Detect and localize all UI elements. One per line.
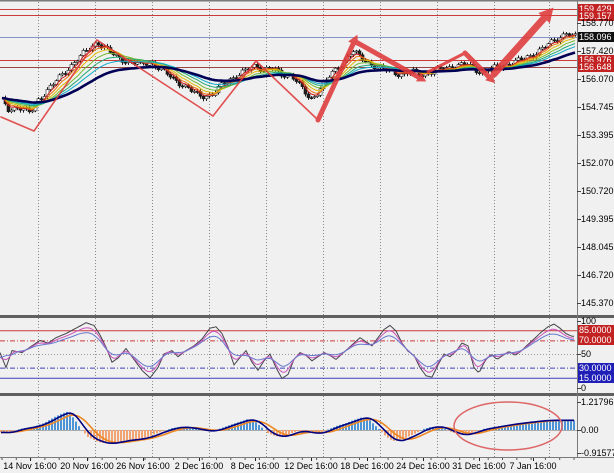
time-label: 20 Nov 16:00: [60, 461, 114, 471]
price-label: 153.395: [581, 130, 614, 140]
panel-separator[interactable]: [0, 393, 614, 396]
price-label: 145.370: [581, 298, 614, 308]
price-badge: 70.0000: [578, 335, 614, 345]
time-label: 24 Dec 16:00: [396, 461, 450, 471]
macd-lines: [1, 412, 574, 445]
price-badge: 159.157: [578, 11, 614, 21]
panel-separator[interactable]: [0, 315, 614, 318]
time-label: 7 Jan 16:00: [509, 461, 557, 471]
price-label: 146.720: [581, 270, 614, 280]
time-label: 26 Nov 16:00: [116, 461, 170, 471]
time-label: 12 Dec 16:00: [284, 461, 338, 471]
price-label: 156.070: [581, 74, 614, 84]
price-badge: 15.0000: [578, 373, 614, 383]
price-label: 154.745: [581, 102, 614, 112]
time-label: 8 Dec 16:00: [230, 461, 280, 471]
price-label: -0.91577: [581, 448, 614, 458]
price-label: 149.395: [581, 214, 614, 224]
trend-arrows: [0, 7, 554, 132]
highlight-ellipse: [453, 401, 563, 451]
price-badge: 156.976: [578, 55, 614, 65]
price-label: 150.720: [581, 186, 614, 196]
time-label: 18 Dec 16:00: [340, 461, 394, 471]
time-label: 14 Nov 16:00: [3, 461, 57, 471]
price-label: 158.770: [581, 18, 614, 28]
price-badge: 159.429: [578, 4, 614, 14]
macd-panel[interactable]: [0, 396, 577, 457]
price-label: 157.420: [581, 46, 614, 56]
stochastic-level-lines: [0, 330, 577, 379]
price-label: 50: [581, 349, 592, 359]
price-badge: 156.648: [578, 62, 614, 72]
price-label: 0.00: [581, 425, 599, 435]
axis-ticks: [1, 23, 581, 461]
time-label: 2 Dec 16:00: [174, 461, 224, 471]
time-label: 31 Dec 16:00: [452, 461, 506, 471]
price-level-lines: [0, 9, 577, 68]
price-badge: 30.0000: [578, 363, 614, 373]
price-label: 0: [581, 383, 587, 393]
price-label: 152.070: [581, 158, 614, 168]
price-badge: 85.0000: [578, 325, 614, 335]
price-label: 100: [581, 316, 597, 326]
price-badge: 158.096: [578, 32, 614, 42]
stochastic-lines: [0, 322, 575, 380]
price-label: 148.045: [581, 242, 614, 252]
price-label: 1.21796: [581, 397, 614, 407]
